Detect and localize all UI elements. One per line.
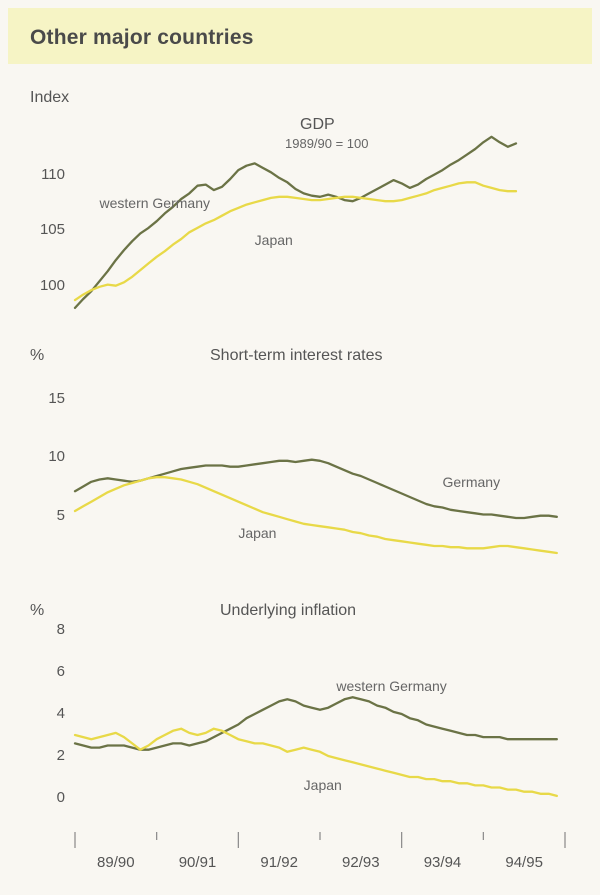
interest-label-japan: Japan bbox=[238, 525, 276, 541]
gdp-line-western-germany bbox=[75, 137, 516, 308]
interest-label-germany: Germany bbox=[443, 474, 501, 490]
gdp-title: GDP bbox=[300, 116, 335, 134]
interest-unit-label: % bbox=[30, 347, 44, 365]
x-label-89-90: 89/90 bbox=[86, 854, 146, 871]
interest-title: Short-term interest rates bbox=[210, 347, 383, 365]
chart-area: IndexGDP1989/90 = 100100105110western Ge… bbox=[0, 64, 600, 884]
x-label-93-94: 93/94 bbox=[413, 854, 473, 871]
inflation-label-western-germany: western Germany bbox=[336, 678, 446, 694]
gdp-subtitle: 1989/90 = 100 bbox=[285, 136, 369, 151]
interest-ytick-10: 10 bbox=[25, 448, 65, 465]
inflation-ytick-2: 2 bbox=[25, 747, 65, 764]
gdp-label-western-germany: western Germany bbox=[100, 195, 210, 211]
x-label-91-92: 91/92 bbox=[249, 854, 309, 871]
gdp-label-japan: Japan bbox=[255, 232, 293, 248]
inflation-ytick-8: 8 bbox=[25, 621, 65, 638]
chart-svg bbox=[0, 64, 600, 884]
inflation-ytick-0: 0 bbox=[25, 789, 65, 806]
page-title: Other major countries bbox=[30, 26, 572, 50]
interest-ytick-5: 5 bbox=[25, 507, 65, 524]
inflation-label-japan: Japan bbox=[304, 777, 342, 793]
inflation-ytick-6: 6 bbox=[25, 663, 65, 680]
gdp-ytick-105: 105 bbox=[25, 221, 65, 238]
interest-ytick-15: 15 bbox=[25, 390, 65, 407]
title-bar: Other major countries bbox=[8, 8, 592, 64]
x-label-92-93: 92/93 bbox=[331, 854, 391, 871]
inflation-line-western-germany bbox=[75, 697, 557, 750]
x-label-94-95: 94/95 bbox=[494, 854, 554, 871]
x-label-90-91: 90/91 bbox=[168, 854, 228, 871]
inflation-ytick-4: 4 bbox=[25, 705, 65, 722]
gdp-ytick-110: 110 bbox=[25, 166, 65, 183]
inflation-title: Underlying inflation bbox=[220, 602, 356, 620]
gdp-unit-label: Index bbox=[30, 89, 69, 107]
gdp-ytick-100: 100 bbox=[25, 277, 65, 294]
inflation-unit-label: % bbox=[30, 602, 44, 620]
